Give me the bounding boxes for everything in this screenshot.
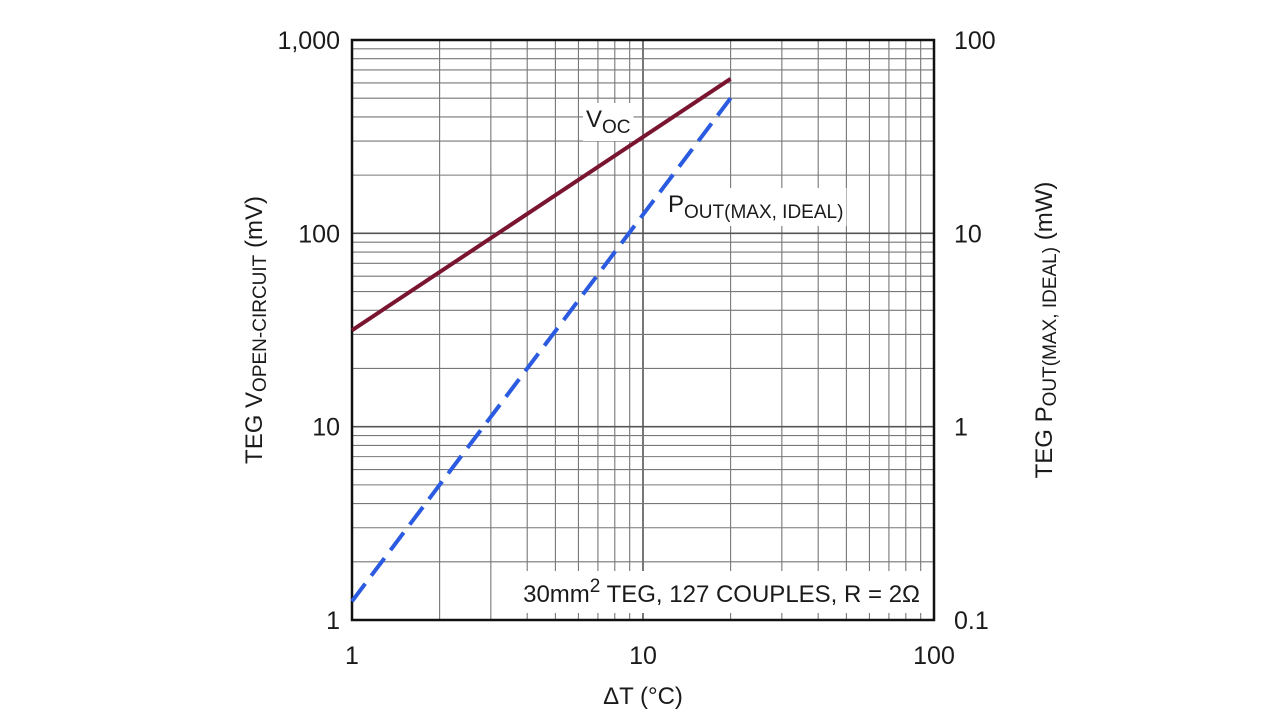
series-label-pout-main: P [668,191,684,218]
x-tick-label: 100 [913,642,955,670]
right-axis-title-sub: OUT(MAX, IDEAL) [1040,247,1061,406]
x-tick-label: 1 [345,642,359,670]
y-right-tick-label: 0.1 [954,607,989,635]
left-axis-title-sub: OPEN-CIRCUIT [250,254,271,392]
x-axis-title: ΔT (°C) [603,683,683,710]
chart-annotation: 30mm2 TEG, 127 COUPLES, R = 2Ω [523,576,920,608]
series-label-pout: POUT(MAX, IDEAL) [668,191,843,223]
series-label-pout-background [665,188,847,226]
left-axis-title-unit: (mV) [241,196,268,255]
left-axis-title: TEG VOPEN-CIRCUIT (mV) [241,196,271,464]
series-line-pout [350,96,733,603]
series-lines [350,77,733,603]
series-label-voc-sub: OC [602,117,631,138]
x-tick-label: 10 [629,642,657,670]
y-left-tick-label: 1,000 [277,27,340,55]
right-axis-title: TEG POUT(MAX, IDEAL) (mW) [1031,182,1061,479]
right-axis-title-unit: (mW) [1031,182,1058,247]
right-axis-title-main: TEG P [1031,406,1058,478]
annotation-sup: 2 [590,576,601,597]
series-label-voc-background [583,103,634,141]
tick-labels: 1 10 100 1,000 0.1 1 10 100 1 10 100 [277,27,995,670]
series-label-pout-sub: OUT(MAX, IDEAL) [684,202,843,223]
plot-grid [352,40,934,620]
y-right-tick-label: 10 [954,220,982,248]
annotation-post: TEG, 127 COUPLES, R = 2Ω [600,581,920,608]
y-left-tick-label: 10 [312,414,340,442]
annotation-background [518,571,925,613]
y-right-tick-label: 100 [954,27,996,55]
y-right-tick-label: 1 [954,414,968,442]
annotation-pre: 30mm [523,581,590,608]
y-left-tick-label: 1 [326,607,340,635]
series-label-voc-main: V [586,106,602,133]
series-label-voc: VOC [586,106,631,138]
series-line-voc [350,77,732,332]
left-axis-title-main: TEG V [241,392,268,464]
y-left-tick-label: 100 [298,220,340,248]
